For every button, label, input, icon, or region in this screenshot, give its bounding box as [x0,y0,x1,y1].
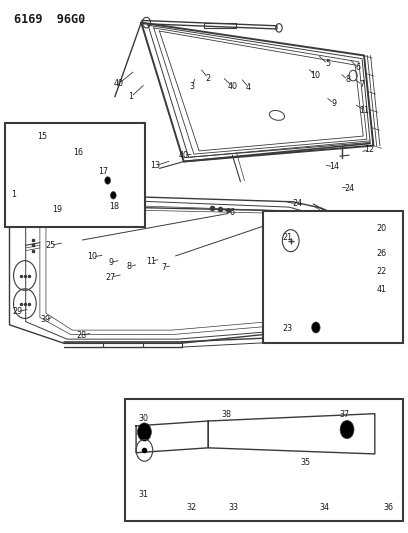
Text: 12: 12 [364,146,375,155]
Text: 13: 13 [151,161,160,170]
Text: 6: 6 [230,208,235,217]
Text: 6: 6 [355,63,361,72]
Circle shape [312,322,320,333]
Text: 5: 5 [325,60,330,68]
Text: 35: 35 [300,458,310,467]
Text: 11: 11 [146,257,156,265]
Text: 2: 2 [206,74,211,83]
Text: 24: 24 [344,183,354,192]
Text: 40: 40 [227,82,237,91]
Text: 33: 33 [228,503,238,512]
Text: 8: 8 [345,75,350,84]
Text: 16: 16 [73,148,83,157]
Text: 29: 29 [13,307,23,316]
Text: 21: 21 [283,233,293,242]
Text: 40: 40 [179,151,189,160]
Bar [263,211,403,343]
Text: 14: 14 [329,163,339,171]
Text: 22: 22 [377,268,387,276]
Text: 9: 9 [108,258,113,266]
Text: 40: 40 [114,79,124,88]
Text: 25: 25 [46,241,56,250]
Text: 38: 38 [221,410,231,419]
Circle shape [137,423,151,441]
Text: 28: 28 [77,331,86,340]
Text: 37: 37 [339,410,349,419]
Text: 36: 36 [384,503,394,512]
Text: 3: 3 [189,82,194,91]
Text: 6169  96G0: 6169 96G0 [13,13,85,26]
Bar [5,123,145,227]
Text: 7: 7 [359,80,365,89]
Text: 31: 31 [138,490,148,499]
Text: 41: 41 [377,285,387,294]
Text: 26: 26 [377,249,387,258]
Text: 32: 32 [186,503,197,512]
Text: 39: 39 [41,315,51,324]
Circle shape [105,177,111,184]
Bar [125,399,403,521]
Text: 18: 18 [109,202,120,211]
Text: 17: 17 [98,167,109,176]
Text: 19: 19 [52,205,62,214]
Text: 9: 9 [331,99,336,108]
Text: 1: 1 [129,92,133,101]
Text: 23: 23 [283,324,293,333]
Circle shape [111,191,116,199]
Text: 15: 15 [37,132,47,141]
Text: 8: 8 [126,262,131,271]
Text: 34: 34 [320,503,330,512]
Text: 24: 24 [292,199,302,208]
Text: 7: 7 [161,263,166,272]
Text: 4: 4 [246,83,251,92]
Text: 30: 30 [138,414,148,423]
Circle shape [340,421,354,439]
Text: 11: 11 [359,106,369,115]
Text: 1: 1 [11,190,16,199]
Text: 27: 27 [106,272,116,281]
Text: 10: 10 [88,253,98,262]
Text: 20: 20 [377,223,387,232]
Text: 10: 10 [310,71,320,80]
